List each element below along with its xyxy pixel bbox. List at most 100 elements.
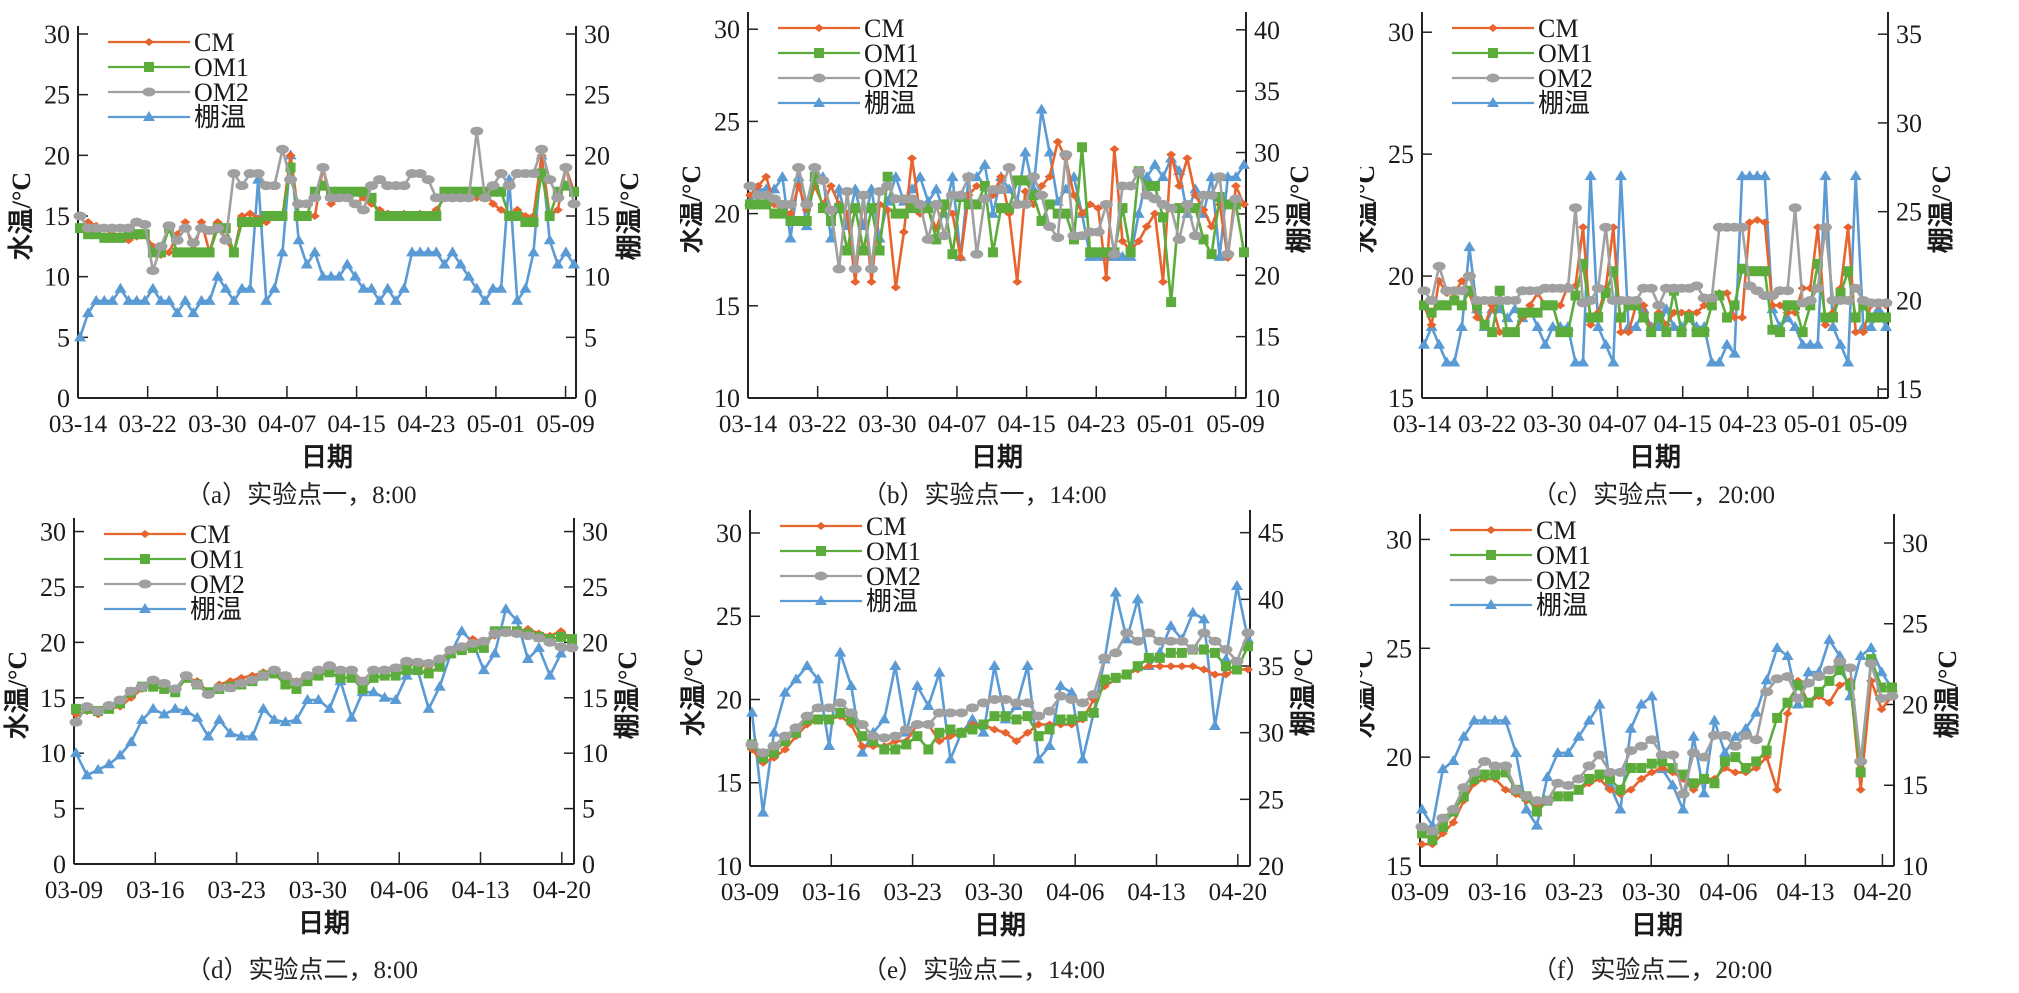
x-tick-label: 03-30	[965, 879, 1023, 906]
data-point	[1489, 714, 1502, 725]
data-point	[1520, 803, 1533, 814]
data-point	[1818, 222, 1832, 232]
data-point	[1065, 694, 1079, 704]
data-point	[1467, 767, 1481, 777]
data-point	[1187, 662, 1198, 671]
data-point	[1615, 312, 1626, 323]
data-point	[1052, 208, 1063, 219]
data-point	[569, 186, 579, 197]
data-point	[401, 665, 412, 676]
data-point	[1213, 172, 1227, 182]
data-point	[1652, 300, 1666, 310]
data-point	[1132, 166, 1146, 176]
data-point	[987, 247, 998, 258]
data-point	[1028, 190, 1039, 201]
data-point	[947, 209, 958, 218]
data-point	[789, 723, 803, 733]
data-point	[470, 126, 484, 136]
data-point	[1805, 300, 1816, 311]
data-point	[1229, 171, 1242, 182]
data-point	[825, 215, 836, 226]
data-point	[1197, 613, 1210, 624]
data-point	[890, 208, 901, 219]
x-tick-label: 03-16	[1468, 879, 1526, 906]
chart-panel-d: 0 5 10 15 20 25 30 0 5 10 15 20 25 30 03-09 03-16 03-23 0…	[0, 490, 680, 988]
legend-label: CM	[866, 512, 906, 541]
y-tick-label: 15	[716, 769, 742, 798]
data-point	[190, 679, 204, 689]
data-point	[1012, 175, 1023, 186]
data-point	[1623, 300, 1634, 311]
data-point	[527, 246, 540, 257]
data-point	[477, 636, 491, 646]
y-tick-label: 30	[1386, 525, 1412, 554]
y-tick-label: 20	[40, 628, 66, 657]
data-point	[793, 215, 804, 226]
data-point	[246, 730, 259, 741]
data-point	[1749, 735, 1763, 745]
data-point	[857, 731, 868, 742]
y2-axis-label: 棚温/°C	[1933, 650, 1962, 738]
data-point	[1490, 769, 1501, 780]
data-point	[1099, 674, 1110, 685]
data-point	[850, 277, 861, 286]
data-point	[1625, 763, 1636, 774]
data-point	[228, 247, 239, 258]
data-point	[277, 211, 288, 221]
data-point	[1771, 641, 1784, 652]
data-point	[268, 713, 281, 724]
data-point	[1540, 796, 1554, 806]
data-point	[499, 603, 512, 614]
data-point	[1645, 735, 1659, 745]
legend-marker	[814, 571, 828, 581]
data-point	[970, 249, 984, 259]
data-point	[1175, 636, 1189, 646]
data-point	[202, 730, 215, 741]
data-point	[422, 658, 436, 668]
data-point	[934, 737, 945, 746]
data-point	[1117, 237, 1128, 246]
data-point	[817, 203, 828, 214]
y-tick-label: 5	[57, 323, 70, 352]
data-point	[864, 264, 878, 274]
x-tick-label: 03-09	[721, 879, 779, 906]
data-point	[1093, 247, 1104, 258]
y-axis-label: 水温/°C	[680, 648, 708, 736]
x-tick-label: 04-06	[1046, 879, 1104, 906]
data-point	[1599, 338, 1612, 349]
data-point	[1141, 222, 1152, 231]
legend-marker	[140, 530, 150, 538]
data-point	[1517, 307, 1528, 318]
data-point	[1608, 223, 1619, 232]
data-point	[397, 181, 411, 191]
data-point	[455, 642, 469, 652]
legend-label: OM1	[866, 537, 921, 566]
data-point	[1691, 308, 1702, 317]
data-point	[1631, 300, 1642, 311]
data-point	[834, 203, 845, 214]
data-point	[1563, 791, 1574, 802]
data-point	[535, 144, 549, 154]
x-tick-label: 03-22	[1458, 411, 1516, 438]
y2-tick-label: 15	[1902, 771, 1928, 800]
data-point	[1132, 661, 1143, 672]
data-point	[1221, 249, 1235, 259]
data-point	[1714, 290, 1725, 301]
data-point	[311, 665, 325, 675]
data-point	[1718, 730, 1732, 740]
y2-tick-label: 30	[584, 20, 610, 49]
data-point	[1827, 312, 1838, 323]
data-point	[1525, 301, 1536, 310]
data-point	[256, 671, 270, 681]
legend-item-OM1: OM1	[1450, 541, 1591, 570]
data-point	[1499, 761, 1513, 771]
data-point	[1458, 791, 1469, 802]
data-point	[1002, 163, 1016, 173]
data-point	[138, 294, 151, 305]
data-point	[212, 683, 226, 693]
data-point	[1646, 768, 1657, 777]
legend-item-CM: CM	[1452, 14, 1578, 43]
data-point	[1594, 769, 1605, 780]
data-point	[1417, 286, 1431, 296]
data-point	[1687, 730, 1700, 741]
